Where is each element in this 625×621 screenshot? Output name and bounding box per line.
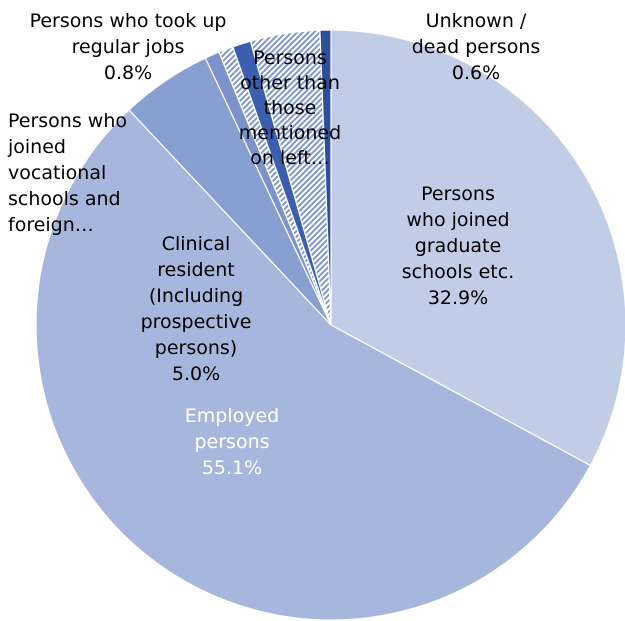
slice-value-label: 0.8% xyxy=(104,62,152,84)
slice-label-line: Persons xyxy=(253,47,327,69)
slice-label-line: resident xyxy=(157,259,235,281)
slice-label-line: mentioned xyxy=(239,122,341,144)
slice-label-3: Persons who joined vocational schools and fo… xyxy=(7,110,127,236)
slice-label-1: Employed persons 55.1% xyxy=(185,405,279,479)
pie-labels: Persons who joined graduate schools etc. 32.… xyxy=(7,10,540,479)
slice-label-line: schools and xyxy=(8,188,121,210)
slice-label-line: Persons xyxy=(421,183,495,205)
slice-label-line: schools etc. xyxy=(402,261,514,283)
slice-label-line: graduate xyxy=(415,235,501,257)
slice-label-6: Persons other than those mentioned on left… xyxy=(239,47,341,169)
slice-label-line: (Including xyxy=(149,285,243,307)
slice-label-line: Clinical xyxy=(162,233,231,255)
slice-value-label: 32.9% xyxy=(428,287,488,309)
pie-slice-0 xyxy=(330,29,625,467)
slice-label-line: joined xyxy=(7,136,66,158)
slice-label-line: persons xyxy=(194,431,269,453)
slice-label-line: Persons who xyxy=(8,110,127,132)
slice-label-line: Persons who took up xyxy=(30,10,227,32)
slice-label-line: prospective xyxy=(141,311,252,333)
slice-label-line: Unknown / xyxy=(426,10,527,32)
pie-slice-1 xyxy=(35,109,592,621)
slice-label-line: other than xyxy=(240,72,340,94)
slice-label-line: who joined xyxy=(406,209,509,231)
slice-value-label: 5.0% xyxy=(172,363,220,385)
slice-label-7: Unknown / dead persons 0.6% xyxy=(412,10,541,84)
pie-slices xyxy=(35,29,625,621)
slice-label-4: Persons who took up regular jobs 0.8% xyxy=(30,10,227,84)
pie-slice-7 xyxy=(319,29,332,326)
slice-label-line: foreign… xyxy=(8,214,94,236)
slice-label-line: dead persons xyxy=(412,36,541,58)
slice-label-line: those xyxy=(264,97,317,119)
slice-value-label: 0.6% xyxy=(452,62,500,84)
slice-label-line: vocational xyxy=(8,162,106,184)
slice-label-0: Persons who joined graduate schools etc. 32.… xyxy=(402,183,514,309)
slice-label-line: on left… xyxy=(250,147,329,169)
slice-label-line: persons) xyxy=(155,337,237,359)
slice-label-line: Employed xyxy=(185,405,279,427)
slice-value-label: 55.1% xyxy=(202,457,262,479)
slice-label-2: Clinical resident (Including prospective per… xyxy=(141,233,252,385)
slice-label-line: regular jobs xyxy=(72,36,185,58)
